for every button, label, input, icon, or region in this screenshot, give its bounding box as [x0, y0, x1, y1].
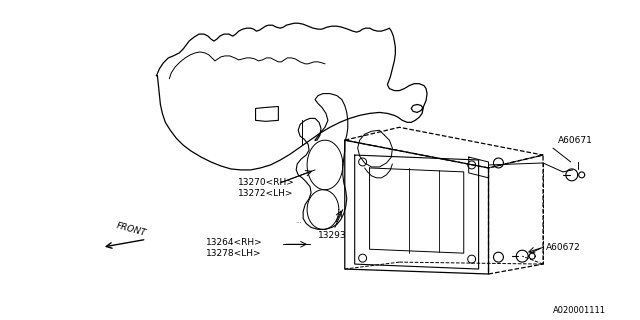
Text: 13278<LH>: 13278<LH> [206, 249, 262, 258]
Text: ...: ... [295, 219, 302, 224]
Text: A020001111: A020001111 [553, 306, 606, 315]
Text: 13264<RH>: 13264<RH> [206, 238, 263, 247]
Text: A60672: A60672 [546, 243, 580, 252]
Text: 13293: 13293 [318, 231, 347, 240]
Text: 13270<RH>: 13270<RH> [237, 178, 294, 187]
Text: 13272<LH>: 13272<LH> [237, 189, 293, 198]
Text: A60671: A60671 [558, 136, 593, 145]
Text: FRONT: FRONT [116, 221, 148, 238]
